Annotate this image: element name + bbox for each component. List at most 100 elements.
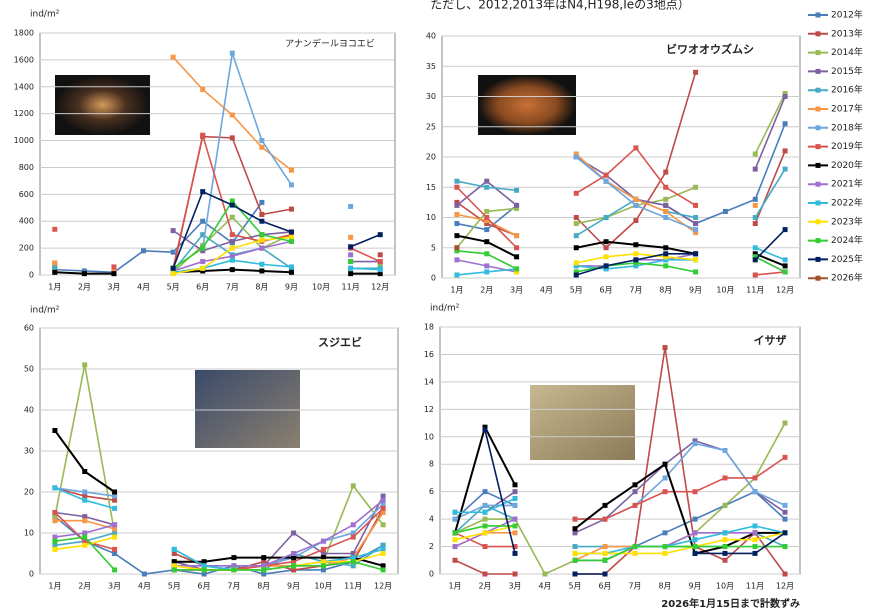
marker (291, 531, 296, 536)
marker (604, 239, 609, 244)
marker (753, 489, 758, 494)
marker (753, 245, 758, 250)
marker (573, 551, 578, 556)
x-tick-label: 9月 (287, 582, 300, 591)
marker (483, 510, 488, 515)
marker (82, 490, 87, 495)
header-note: ただし、2012,2013年はN4,H198,Ieの3地点） (430, 0, 690, 12)
marker (112, 535, 117, 540)
y-tick-label: 0 (29, 570, 34, 579)
x-tick-label: 1月 (448, 582, 461, 591)
marker (753, 530, 758, 535)
marker (381, 506, 386, 511)
marker (82, 543, 87, 548)
marker (453, 530, 458, 535)
marker (200, 87, 205, 92)
marker (663, 489, 668, 494)
legend-marker (816, 182, 821, 187)
marker (52, 428, 57, 433)
legend-label: 2012年 (831, 9, 863, 21)
marker (783, 503, 788, 508)
marker (453, 537, 458, 542)
x-tick-label: 10月 (314, 582, 332, 591)
marker (454, 245, 459, 250)
x-tick-label: 4月 (538, 582, 551, 591)
marker (171, 55, 176, 60)
x-tick-label: 12月 (371, 283, 389, 292)
marker (454, 221, 459, 226)
marker (663, 245, 668, 250)
x-tick-label: 4月 (138, 582, 151, 591)
marker (723, 503, 728, 508)
marker (513, 551, 518, 556)
x-tick-label: 5月 (568, 582, 581, 591)
marker (663, 475, 668, 480)
marker (348, 235, 353, 240)
marker (230, 135, 235, 140)
marker (573, 517, 578, 522)
marker (230, 113, 235, 118)
marker (633, 242, 638, 247)
y-tick-label: 0 (431, 274, 436, 283)
marker (663, 203, 668, 208)
marker (663, 197, 668, 202)
marker (663, 345, 668, 350)
marker (753, 523, 758, 528)
marker (783, 421, 788, 426)
marker (484, 227, 489, 232)
marker (753, 537, 758, 542)
marker (753, 203, 758, 208)
marker (633, 257, 638, 262)
marker (603, 544, 608, 549)
marker (484, 263, 489, 268)
chart-title: イサザ (754, 334, 787, 347)
legend-label: 2018年 (831, 121, 863, 133)
series-line (351, 248, 381, 261)
marker (289, 239, 294, 244)
legend-marker (816, 163, 821, 168)
marker (289, 229, 294, 234)
legend-marker (816, 31, 821, 36)
y-tick-label: 35 (426, 62, 436, 71)
marker (753, 551, 758, 556)
y-axis-label: ind/m² (30, 10, 60, 20)
y-tick-label: 10 (426, 213, 436, 222)
marker (663, 185, 668, 190)
marker (231, 567, 236, 572)
marker (378, 252, 383, 257)
x-tick-label: 7月 (227, 582, 240, 591)
marker (200, 219, 205, 224)
marker (111, 271, 116, 276)
marker (348, 244, 353, 249)
x-tick-label: 12月 (374, 582, 392, 591)
marker (513, 503, 518, 508)
marker (723, 475, 728, 480)
marker (693, 227, 698, 232)
marker (783, 227, 788, 232)
marker (693, 257, 698, 262)
marker (230, 246, 235, 251)
y-tick-label: 600 (19, 190, 34, 199)
marker (513, 572, 518, 577)
y-tick-label: 400 (19, 217, 34, 226)
marker (753, 197, 758, 202)
marker (484, 251, 489, 256)
marker (348, 204, 353, 209)
x-tick-label: 4月 (137, 283, 150, 292)
y-tick-label: 8 (429, 460, 434, 469)
marker (230, 215, 235, 220)
x-tick-label: 8月 (255, 283, 268, 292)
marker (574, 233, 579, 238)
series-line (755, 272, 785, 275)
marker (454, 203, 459, 208)
marker (663, 209, 668, 214)
marker (483, 503, 488, 508)
marker (454, 185, 459, 190)
photo (530, 385, 635, 460)
legend-label: 2014年 (831, 46, 863, 58)
legend-label: 2016年 (831, 84, 863, 96)
x-tick-label: 10月 (312, 283, 330, 292)
legend-label: 2022年 (831, 197, 863, 209)
marker (693, 489, 698, 494)
x-tick-label: 11月 (342, 283, 360, 292)
